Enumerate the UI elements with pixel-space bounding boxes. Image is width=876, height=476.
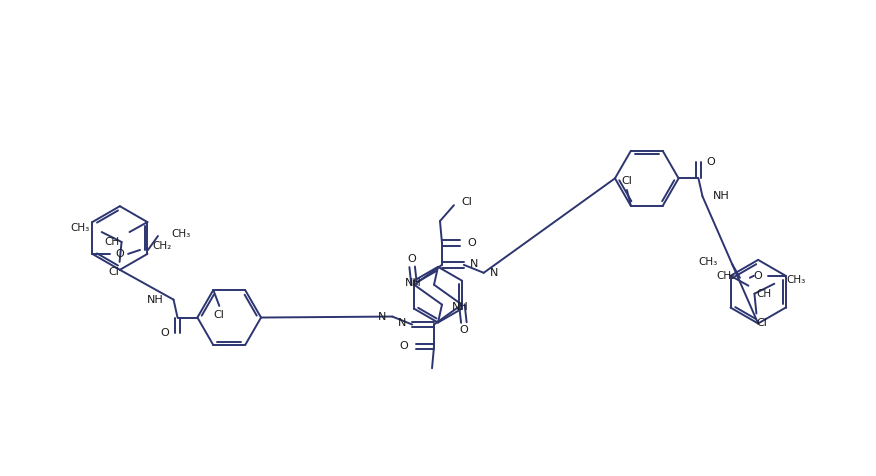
Text: O: O — [753, 271, 762, 281]
Text: Cl: Cl — [214, 310, 225, 320]
Text: O: O — [460, 326, 469, 336]
Text: O: O — [407, 254, 416, 264]
Text: O: O — [161, 328, 170, 338]
Text: NH: NH — [712, 191, 729, 201]
Text: Cl: Cl — [621, 176, 632, 186]
Text: N: N — [490, 268, 498, 278]
Text: CH₂: CH₂ — [152, 241, 171, 251]
Text: Cl: Cl — [756, 318, 767, 328]
Text: N: N — [470, 259, 478, 269]
Text: O: O — [468, 238, 477, 248]
Text: O: O — [116, 249, 124, 259]
Text: NH: NH — [147, 295, 164, 305]
Text: CH: CH — [104, 237, 120, 247]
Text: CH₃: CH₃ — [172, 229, 191, 239]
Text: CH₃: CH₃ — [787, 275, 806, 285]
Text: CH₂: CH₂ — [717, 271, 736, 281]
Text: NH: NH — [452, 302, 469, 312]
Text: Cl: Cl — [462, 197, 473, 207]
Text: O: O — [399, 341, 408, 351]
Text: O: O — [706, 158, 715, 168]
Text: N: N — [378, 311, 386, 322]
Text: CH₃: CH₃ — [699, 257, 718, 267]
Text: Cl: Cl — [109, 267, 120, 277]
Text: N: N — [398, 318, 406, 328]
Text: CH₃: CH₃ — [70, 223, 89, 233]
Text: CH: CH — [756, 288, 772, 298]
Text: NH: NH — [406, 278, 422, 288]
